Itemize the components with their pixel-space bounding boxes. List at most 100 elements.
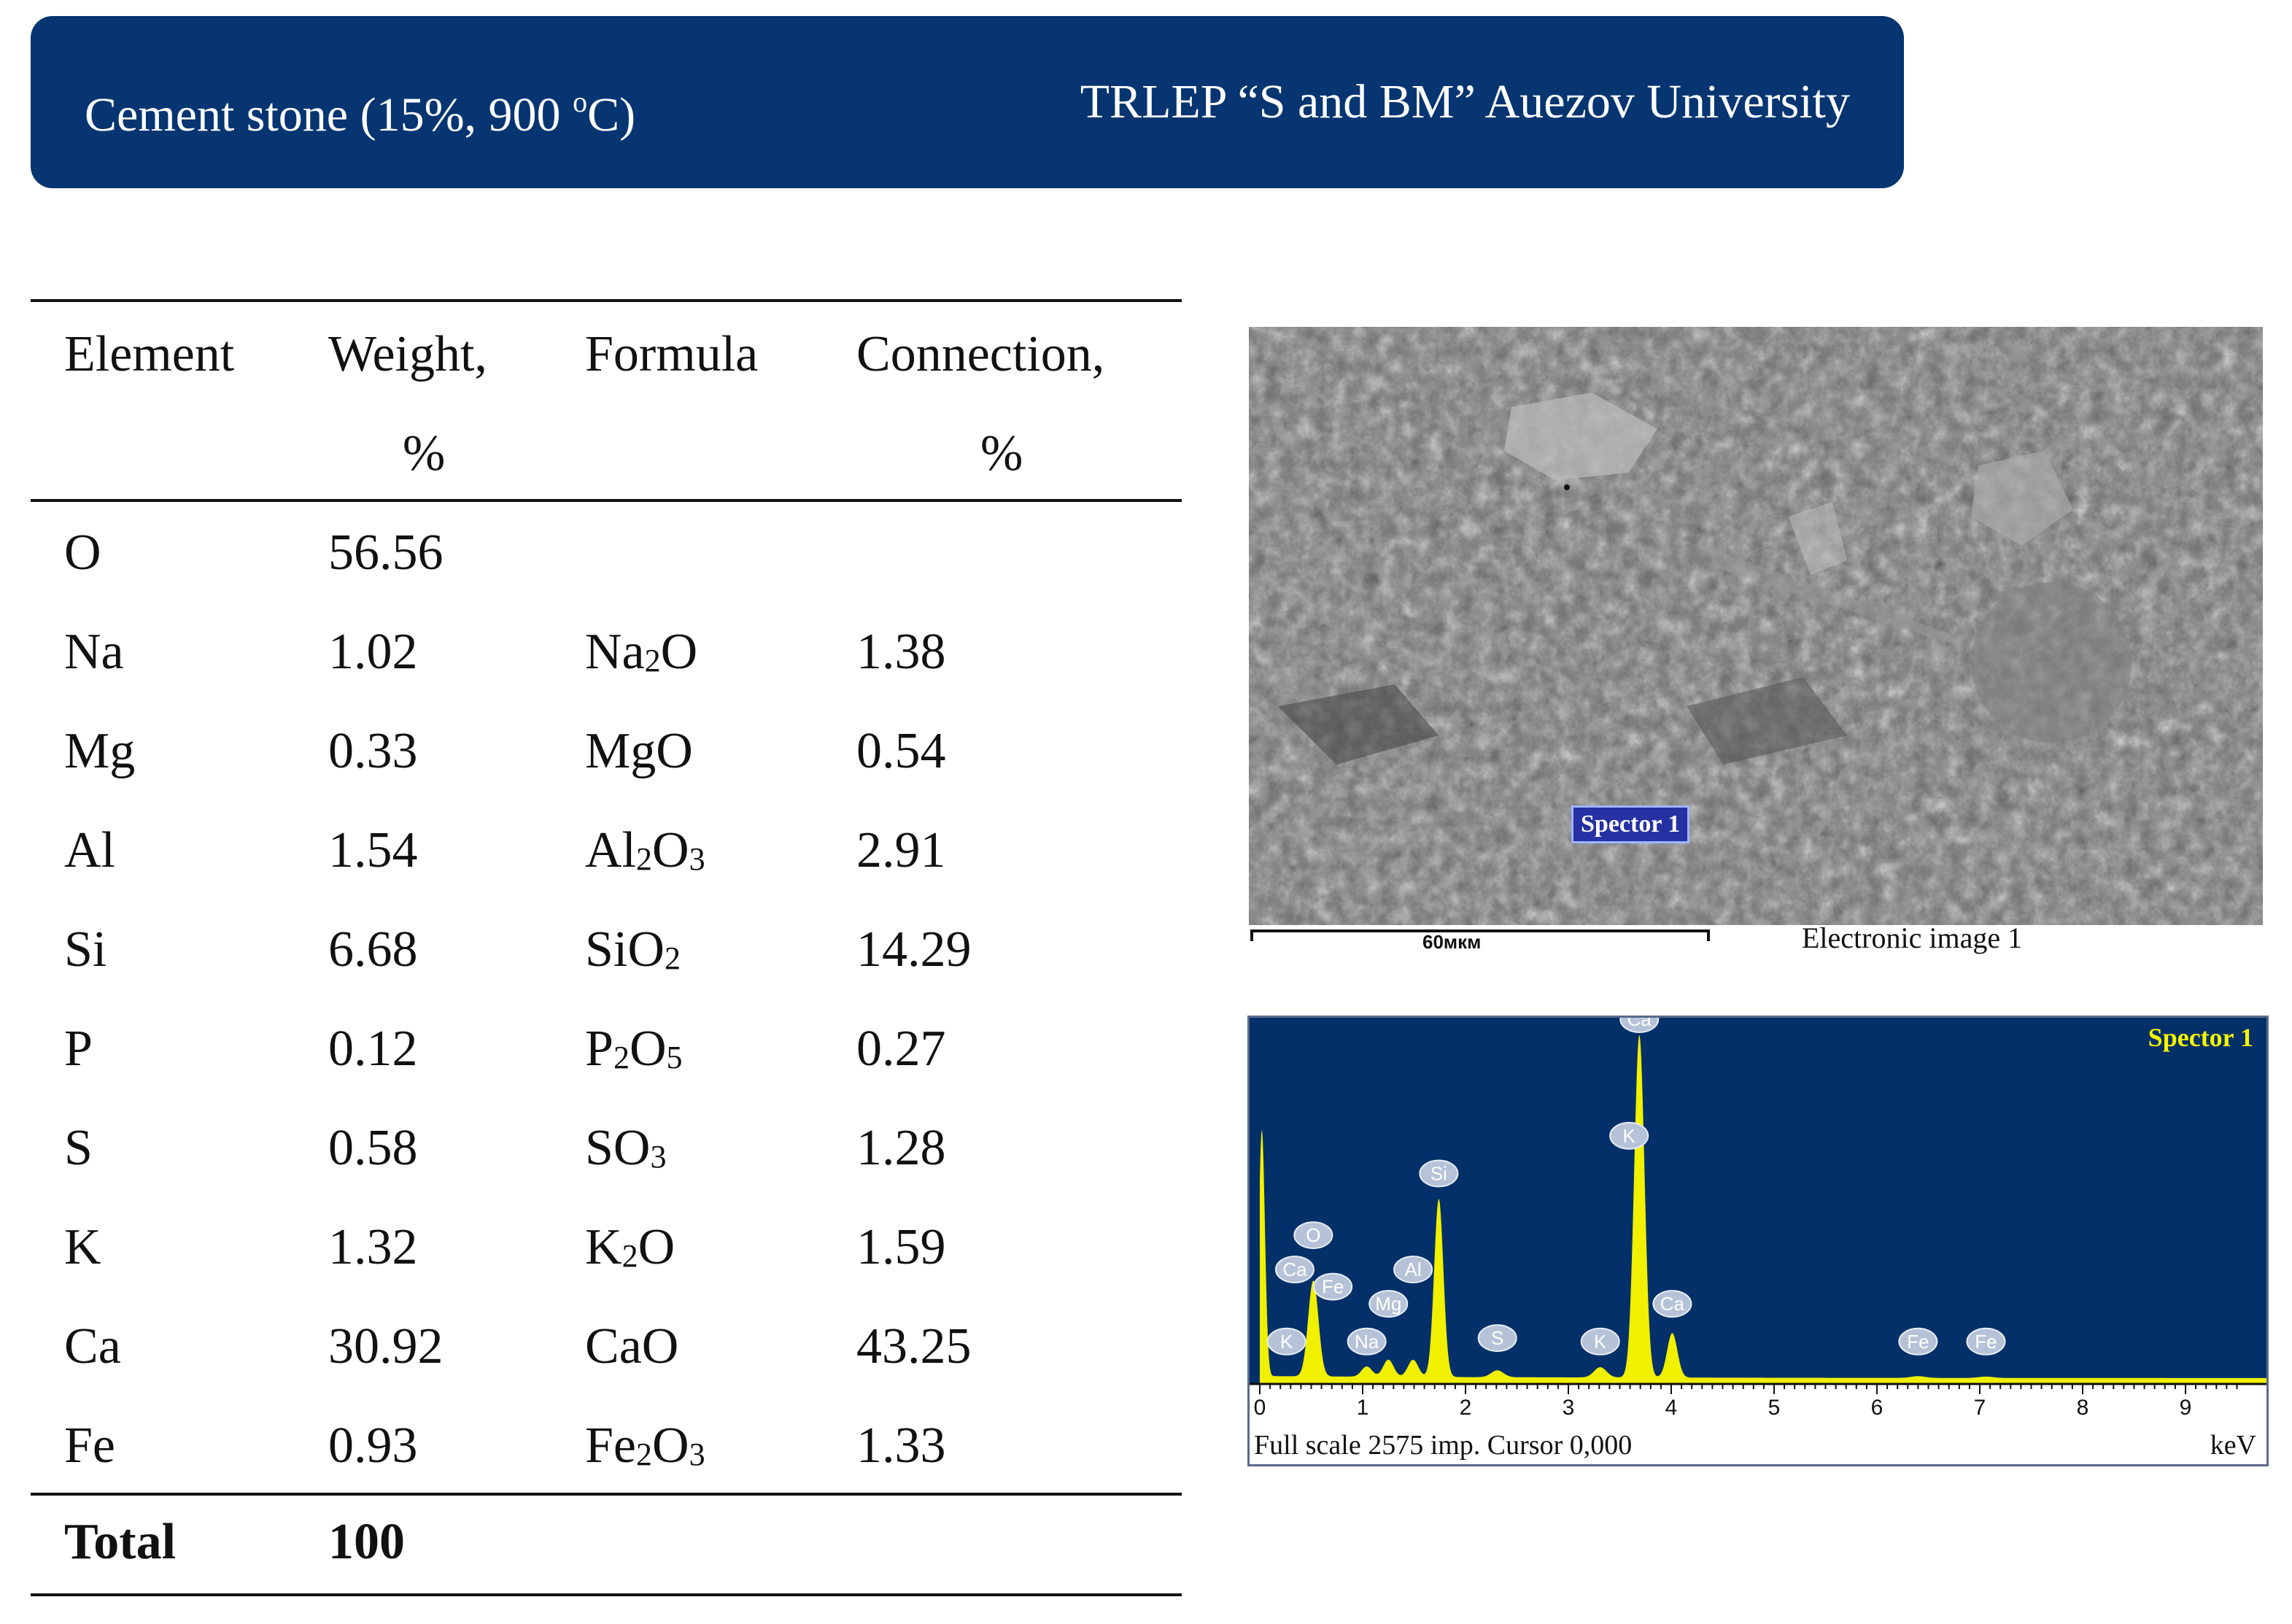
x-tick-label: 2 <box>1460 1396 1472 1420</box>
cell-element: K <box>64 1219 101 1275</box>
header-weight-unit: % <box>403 425 446 482</box>
cell-connection: 14.29 <box>856 921 972 978</box>
peak-label-s: S <box>1491 1327 1503 1349</box>
x-tick-label: 5 <box>1768 1396 1781 1420</box>
cell-element: Na <box>64 624 124 680</box>
x-tick-label: 6 <box>1871 1396 1883 1420</box>
scale-bar-label: 60мкм <box>1422 931 1482 953</box>
peak-label-mg: Mg <box>1375 1293 1401 1315</box>
composition-table: Element Weight, % Formula Connection, % … <box>31 299 1182 1605</box>
formula-text: Na <box>585 624 645 680</box>
cell-formula: SO3 <box>585 1119 666 1178</box>
cell-connection: 43.25 <box>856 1318 972 1374</box>
cell-connection: 0.54 <box>856 723 946 779</box>
scale-bar <box>1250 929 1710 941</box>
peak-label-na: Na <box>1355 1331 1379 1353</box>
cell-element: S <box>64 1120 93 1176</box>
formula-text: CaO <box>585 1318 679 1374</box>
cell-formula: Fe2O3 <box>585 1417 705 1475</box>
formula-text: K <box>585 1219 622 1275</box>
peak-label-fe: Fe <box>1907 1331 1929 1353</box>
cell-element: P <box>64 1021 93 1077</box>
header-weight: Weight, <box>328 326 487 382</box>
sample-title: Cement stone (15%, 900 oC) <box>85 85 636 142</box>
header-banner: Cement stone (15%, 900 oC) TRLEP “S and … <box>31 16 1904 188</box>
formula-subscript: 2 <box>613 1040 630 1075</box>
peak-label-badge <box>1419 1159 1459 1188</box>
spectrum-background <box>1250 1018 2266 1384</box>
cell-connection: 1.28 <box>856 1120 946 1176</box>
total-value: 100 <box>328 1514 405 1570</box>
spectrum-marker-label: Spector 1 <box>1571 805 1690 843</box>
formula-text: O <box>660 624 698 680</box>
cell-weight: 1.32 <box>328 1219 418 1275</box>
eds-spectrum: 0 1 2 3 4 5 6 7 8 9 Ca K Si O Ca Fe Al Mg K Na S K Ca Fe Fe Spec… <box>1247 1016 2269 1466</box>
peak-label-al: Al <box>1405 1258 1422 1280</box>
total-label: Total <box>64 1514 177 1570</box>
cell-weight: 0.93 <box>328 1418 418 1474</box>
x-tick-label: 8 <box>2077 1396 2089 1420</box>
cell-weight: 0.12 <box>328 1021 418 1077</box>
header-connection: Connection, <box>856 326 1105 382</box>
x-tick-label: 1 <box>1357 1396 1369 1420</box>
cell-weight: 6.68 <box>328 921 418 978</box>
cell-connection: 2.91 <box>856 822 946 878</box>
cell-connection: 1.33 <box>856 1418 946 1474</box>
cell-formula: K2O <box>585 1218 675 1277</box>
formula-subscript: 2 <box>622 1238 638 1274</box>
peak-label-o: O <box>1306 1224 1320 1246</box>
sem-micrograph <box>1249 327 2263 925</box>
table-bottom-rule <box>31 1593 1182 1596</box>
peak-label-k: K <box>1623 1125 1636 1147</box>
peak-label-badge <box>1580 1327 1620 1356</box>
formula-subscript: 2 <box>664 940 681 976</box>
total-rule <box>31 1493 1182 1496</box>
x-tick-label: 9 <box>2180 1396 2192 1420</box>
peak-label-fe: Fe <box>1975 1331 1997 1353</box>
peak-label-badge <box>1966 1327 2006 1356</box>
cell-weight: 56.56 <box>328 525 444 581</box>
cell-formula: CaO <box>585 1318 678 1376</box>
peak-label-badge <box>1477 1324 1517 1353</box>
formula-text: SiO <box>585 921 665 978</box>
micrograph-caption: Electronic image 1 <box>1802 921 2023 954</box>
micrograph-texture <box>1249 327 2263 925</box>
cell-connection: 1.59 <box>856 1219 946 1275</box>
cell-formula: MgO <box>585 722 693 781</box>
formula-subscript: 5 <box>666 1040 683 1075</box>
formula-text: Fe <box>585 1418 636 1474</box>
spectrum-footer: Full scale 2575 imp. Cursor 0,000 <box>1254 1430 1633 1461</box>
peak-label-ca: Ca <box>1627 1018 1652 1030</box>
spectrum-title: Spector 1 <box>2148 1023 2253 1052</box>
cell-element: Fe <box>64 1418 115 1474</box>
peak-label-fe: Fe <box>1322 1276 1344 1298</box>
formula-text: O <box>652 822 689 878</box>
peak-label-badge <box>1898 1327 1938 1356</box>
peak-label-ca: Ca <box>1282 1258 1307 1280</box>
formula-text: P <box>585 1021 613 1077</box>
formula-text: O <box>629 1021 667 1077</box>
header-rule <box>31 499 1182 502</box>
x-tick-label: 0 <box>1254 1396 1266 1420</box>
cell-element: Mg <box>64 723 136 779</box>
header-formula: Formula <box>585 326 759 382</box>
formula-text: SO <box>585 1120 651 1176</box>
formula-text: O <box>638 1219 675 1275</box>
formula-text: O <box>652 1418 689 1474</box>
cell-weight: 1.02 <box>328 624 418 680</box>
cell-element: Ca <box>64 1318 121 1374</box>
formula-text: MgO <box>585 723 693 779</box>
peak-label-badge <box>1619 1018 1660 1033</box>
peak-label-badge <box>1652 1290 1692 1318</box>
cell-element: Al <box>64 822 115 878</box>
cell-formula: P2O5 <box>585 1020 683 1078</box>
cell-formula: Al2O3 <box>585 821 705 880</box>
peak-label-badge <box>1393 1256 1433 1284</box>
peak-label-k: K <box>1280 1331 1293 1353</box>
peak-label-badge <box>1368 1290 1409 1318</box>
cell-weight: 30.92 <box>328 1318 444 1374</box>
cell-connection: 1.38 <box>856 624 946 680</box>
peak-label-badge <box>1609 1121 1649 1150</box>
formula-subscript: 2 <box>644 643 661 678</box>
